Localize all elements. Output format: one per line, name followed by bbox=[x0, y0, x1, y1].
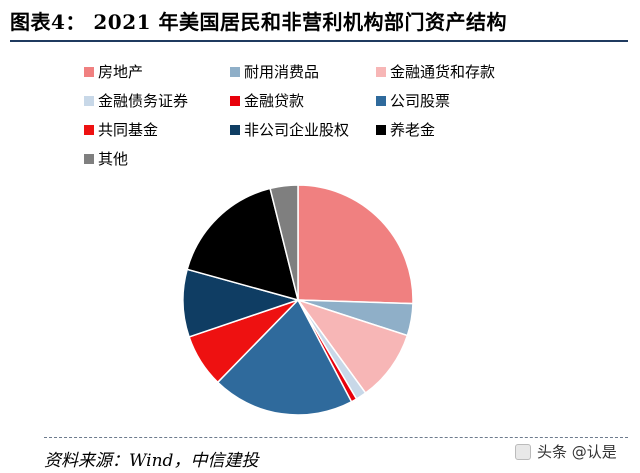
legend-item: 金融债务证券 bbox=[84, 89, 188, 113]
legend-swatch bbox=[376, 67, 386, 77]
legend-item: 金融通货和存款 bbox=[376, 60, 495, 84]
legend-label: 共同基金 bbox=[98, 121, 159, 139]
legend-item: 共同基金 bbox=[84, 118, 158, 142]
legend-item: 金融贷款 bbox=[230, 89, 304, 113]
legend-item: 养老金 bbox=[376, 118, 435, 142]
legend-label: 养老金 bbox=[390, 121, 436, 139]
legend-label: 公司股票 bbox=[390, 92, 451, 110]
source-note: 资料来源：Wind，中信建投 bbox=[44, 451, 259, 471]
title-underline bbox=[10, 40, 628, 42]
legend-label: 其他 bbox=[98, 150, 129, 168]
legend-swatch bbox=[230, 125, 240, 135]
legend-swatch bbox=[230, 96, 240, 106]
legend-item: 非公司企业股权 bbox=[230, 118, 349, 142]
legend-swatch bbox=[376, 96, 386, 106]
legend-item: 房地产 bbox=[84, 60, 143, 84]
legend-label: 金融贷款 bbox=[244, 92, 305, 110]
legend-item: 公司股票 bbox=[376, 89, 450, 113]
legend-swatch bbox=[376, 125, 386, 135]
watermark: 头条 @认是 bbox=[515, 441, 617, 462]
watermark-logo-icon bbox=[515, 443, 531, 460]
pie-slice bbox=[296, 298, 409, 395]
pie-slice bbox=[216, 298, 353, 416]
pie-slice bbox=[269, 184, 299, 301]
legend-label: 金融通货和存款 bbox=[390, 63, 496, 81]
legend-label: 非公司企业股权 bbox=[244, 121, 350, 139]
pie-slice bbox=[186, 187, 300, 302]
legend-swatch bbox=[230, 67, 240, 77]
legend-label: 耐用消费品 bbox=[244, 63, 320, 81]
pie-slice bbox=[297, 184, 414, 305]
source-divider bbox=[44, 437, 628, 438]
watermark-text: 头条 @认是 bbox=[537, 443, 617, 461]
legend-item: 其他 bbox=[84, 147, 128, 171]
legend-label: 房地产 bbox=[98, 63, 144, 81]
legend-swatch bbox=[84, 67, 94, 77]
legend-label: 金融债务证券 bbox=[98, 92, 189, 110]
legend-item: 耐用消费品 bbox=[230, 60, 319, 84]
chart-title: 图表4： 2021 年美国居民和非营利机构部门资产结构 bbox=[10, 10, 508, 34]
legend-swatch bbox=[84, 125, 94, 135]
legend-swatch bbox=[84, 154, 94, 164]
legend-swatch bbox=[84, 96, 94, 106]
